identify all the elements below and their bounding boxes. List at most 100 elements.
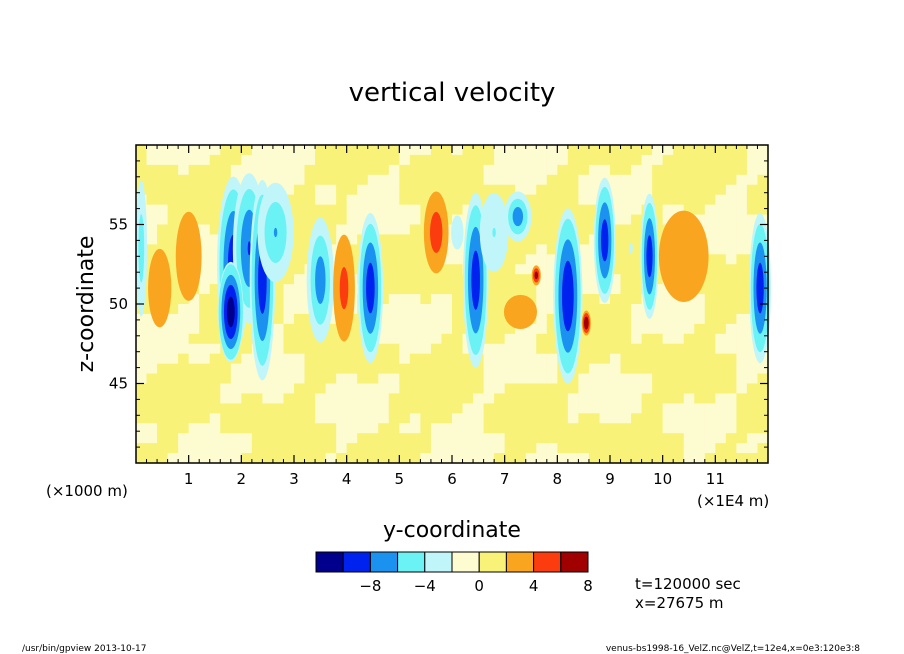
heatmap-cell (599, 343, 611, 355)
heatmap-cell (367, 194, 379, 206)
heatmap-cell (420, 363, 432, 375)
heatmap-cell (452, 323, 464, 335)
heatmap-cell (399, 453, 411, 464)
heatmap-cell (241, 363, 253, 375)
heatmap-cell (420, 174, 432, 186)
heatmap-cell (409, 323, 421, 335)
heatmap-cell (304, 204, 316, 216)
velocity-structure (451, 215, 464, 250)
heatmap-cell (157, 244, 169, 255)
heatmap-cell (631, 403, 643, 414)
heatmap-cell (631, 313, 643, 325)
heatmap-cell (199, 363, 211, 375)
heatmap-cell (367, 363, 379, 375)
heatmap-cell (620, 313, 632, 325)
heatmap-cell (220, 174, 232, 186)
heatmap-cell (504, 383, 516, 395)
heatmap-cell (515, 443, 527, 454)
heatmap-cell (694, 214, 706, 226)
heatmap-cell (578, 453, 590, 464)
heatmap-cell (346, 353, 358, 365)
heatmap-cell (283, 393, 295, 404)
heatmap-cell (641, 164, 653, 176)
heatmap-cell (746, 453, 759, 464)
heatmap-cell (209, 274, 221, 285)
heatmap-cell (146, 323, 158, 335)
heatmap-cell (694, 453, 706, 464)
heatmap-cell (378, 145, 390, 156)
heatmap-cell (662, 174, 674, 186)
heatmap-cell (199, 145, 211, 156)
heatmap-cell (367, 145, 379, 156)
heatmap-cell (578, 234, 590, 245)
heatmap-cell (272, 353, 285, 365)
heatmap-cell (725, 254, 737, 265)
heatmap-cell (704, 244, 716, 255)
heatmap-cell (420, 433, 432, 444)
heatmap-cell (546, 433, 558, 444)
contour-band (512, 206, 524, 227)
heatmap-cell (683, 184, 695, 196)
heatmap-cell (683, 174, 695, 186)
heatmap-cell (199, 194, 211, 206)
heatmap-cell (272, 423, 285, 434)
heatmap-cell (146, 214, 158, 226)
heatmap-cell (631, 184, 643, 196)
contour-band (756, 262, 764, 314)
heatmap-cell (525, 234, 537, 245)
heatmap-cell (241, 154, 253, 166)
heatmap-cell (199, 383, 211, 395)
heatmap-cell (304, 403, 316, 414)
heatmap-cell (283, 184, 295, 196)
heatmap-cell (157, 184, 169, 196)
heatmap-cell (525, 433, 537, 444)
heatmap-cell (441, 184, 453, 196)
heatmap-cell (557, 403, 569, 414)
heatmap-cell (188, 145, 200, 156)
heatmap-cell (388, 413, 400, 424)
heatmap-cell (746, 164, 759, 176)
heatmap-cell (610, 383, 622, 395)
heatmap-cell (662, 403, 674, 414)
heatmap-cell (515, 264, 527, 275)
heatmap-cell (136, 453, 148, 464)
heatmap-cell (378, 194, 390, 206)
heatmap-cell (494, 403, 506, 414)
footer-left: /usr/bin/gpview 2013-10-17 (22, 644, 146, 654)
heatmap-cell (188, 343, 200, 355)
heatmap-cell (610, 323, 622, 335)
heatmap-cell (357, 373, 369, 385)
heatmap-cell (504, 234, 516, 245)
heatmap-cell (325, 353, 337, 365)
heatmap-cell (515, 393, 527, 404)
heatmap-cell (409, 353, 421, 365)
heatmap-cell (452, 304, 464, 315)
heatmap-cell (578, 174, 590, 186)
heatmap-cell (683, 204, 695, 216)
heatmap-cell (631, 323, 643, 335)
heatmap-cell (388, 204, 400, 216)
heatmap-cell (136, 333, 148, 345)
heatmap-cell (494, 184, 506, 196)
heatmap-cell (452, 333, 464, 345)
heatmap-cell (610, 373, 622, 385)
heatmap-cell (641, 145, 653, 156)
heatmap-cell (420, 343, 432, 355)
contour-band (273, 227, 278, 238)
heatmap-cell (378, 264, 390, 275)
heatmap-cell (388, 234, 400, 245)
heatmap-cell (736, 323, 748, 335)
heatmap-cell (388, 363, 400, 375)
heatmap-cell (599, 363, 611, 375)
heatmap-cell (683, 164, 695, 176)
heatmap-cell (473, 373, 485, 385)
heatmap-cell (546, 234, 558, 245)
heatmap-cell (230, 453, 242, 464)
heatmap-cell (557, 154, 569, 166)
heatmap-cell (536, 353, 548, 365)
heatmap-cell (409, 423, 421, 434)
heatmap-cell (578, 264, 590, 275)
heatmap-cell (683, 423, 695, 434)
heatmap-cell (557, 413, 569, 424)
heatmap-cell (294, 294, 306, 305)
